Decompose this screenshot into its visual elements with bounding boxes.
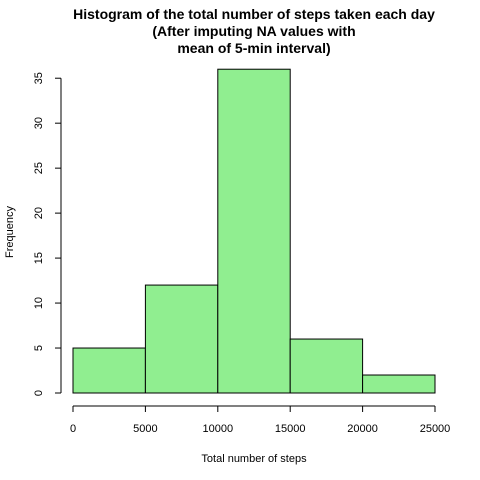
x-tick-label: 5000 — [133, 423, 157, 435]
x-tick-label: 10000 — [203, 423, 234, 435]
chart-title-line-1: Histogram of the total number of steps t… — [73, 6, 435, 22]
y-tick-label: 10 — [33, 297, 45, 309]
y-tick-label: 5 — [33, 345, 45, 351]
x-tick-label: 20000 — [347, 423, 378, 435]
bars-group — [72, 68, 436, 394]
y-tick-label: 15 — [33, 252, 45, 264]
histogram-bar-1 — [144, 284, 219, 394]
y-tick-label: 20 — [33, 207, 45, 219]
x-axis-label: Total number of steps — [201, 453, 307, 465]
y-axis-label: Frequency — [4, 206, 16, 258]
histogram-bar-2 — [217, 68, 291, 394]
y-tick-label: 25 — [33, 162, 45, 174]
histogram-bar-3 — [289, 338, 364, 394]
histogram-bar-4 — [362, 374, 436, 394]
x-tick-label: 25000 — [420, 423, 451, 435]
y-tick-label: 35 — [33, 72, 45, 84]
chart-title-line-2: (After imputing NA values with — [152, 23, 355, 39]
x-axis: 0 5000 10000 15000 20000 25000 — [70, 405, 451, 435]
chart-title-line-3: mean of 5-min interval) — [177, 40, 330, 56]
x-tick-label: 0 — [70, 423, 76, 435]
x-tick-label: 15000 — [275, 423, 306, 435]
y-tick-label: 30 — [33, 117, 45, 129]
y-tick-label: 0 — [33, 390, 45, 396]
histogram-bar-0 — [72, 347, 146, 394]
y-axis: 0 5 10 15 20 25 30 35 — [33, 72, 62, 396]
